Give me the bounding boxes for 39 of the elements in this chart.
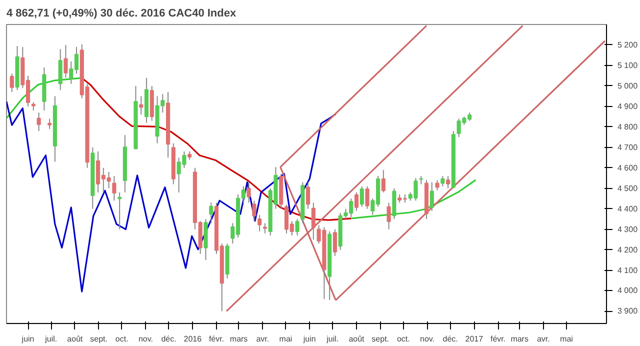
x-tick-label: févr. xyxy=(208,334,224,344)
x-tick-label: juil. xyxy=(326,334,339,344)
y-tick-label: 5 100 xyxy=(618,60,638,70)
x-tick-label: juin xyxy=(20,334,34,344)
y-tick-label: 4 100 xyxy=(618,266,638,275)
x-tick-label: sept. xyxy=(372,334,390,344)
chart-title: 4 862,71 (+0,49%) 30 déc. 2016 CAC40 Index xyxy=(6,8,237,20)
x-tick-label: mars xyxy=(510,334,528,344)
x-tick-label: avr. xyxy=(536,334,550,344)
x-tick-label: nov. xyxy=(138,334,153,344)
x-tick-label: déc. xyxy=(442,334,458,344)
x-tick-label: mai xyxy=(560,334,574,344)
x-tick-label: déc. xyxy=(161,334,176,344)
x-tick-label: mars xyxy=(230,334,248,344)
y-tick-label: 4 600 xyxy=(618,163,638,172)
y-tick-label: 4 800 xyxy=(618,122,638,132)
x-tick-label: 2017 xyxy=(465,334,484,344)
y-tick-label: 4 200 xyxy=(618,245,638,254)
y-tick-label: 5 200 xyxy=(618,40,638,50)
x-tick-label: mai xyxy=(279,334,292,344)
y-tick-label: 3 900 xyxy=(618,306,638,316)
x-tick-label: févr. xyxy=(490,334,506,344)
x-tick-label: oct. xyxy=(115,334,128,344)
x-tick-label: juin xyxy=(302,334,316,344)
y-tick-label: 4 900 xyxy=(618,102,638,111)
x-tick-label: avr. xyxy=(256,334,270,344)
x-tick-label: 2016 xyxy=(184,334,202,344)
x-tick-label: sept. xyxy=(90,334,108,344)
x-tick-label: nov. xyxy=(420,334,435,344)
y-tick-label: 4 700 xyxy=(618,142,638,152)
x-tick-label: oct. xyxy=(396,334,410,344)
y-tick-label: 4 000 xyxy=(618,286,638,296)
y-tick-label: 4 300 xyxy=(618,224,638,234)
x-tick-label: août xyxy=(67,334,84,344)
y-tick-label: 4 400 xyxy=(618,204,638,214)
y-tick-label: 4 500 xyxy=(618,184,638,193)
y-tick-label: 5 000 xyxy=(618,81,638,90)
x-tick-label: août xyxy=(348,334,366,344)
x-tick-label: juil. xyxy=(44,334,58,344)
